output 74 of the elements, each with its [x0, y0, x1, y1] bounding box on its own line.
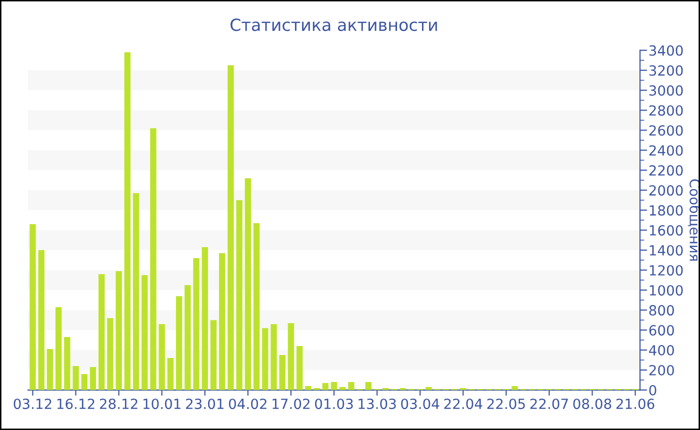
bar	[46, 349, 54, 390]
bar	[228, 65, 234, 390]
y-tick-label: 1400	[650, 245, 683, 256]
bar	[38, 250, 44, 390]
x-tick-label: 08.08	[573, 398, 612, 410]
x-tick-label: 22.07	[530, 398, 568, 410]
bar	[55, 307, 62, 390]
bar	[322, 383, 328, 390]
bar	[348, 382, 354, 390]
y-tick-label: 0	[649, 384, 656, 396]
y-tick-label: 1800	[650, 205, 683, 216]
x-tick-label: 13.03	[358, 398, 396, 410]
y-tick-label: 2600	[649, 125, 683, 136]
bar	[262, 328, 268, 390]
y-tick-label: 1200	[650, 265, 683, 276]
bar	[270, 324, 277, 390]
bar	[340, 387, 346, 390]
bar	[236, 200, 242, 390]
bar	[142, 275, 148, 390]
bar	[98, 274, 105, 390]
y-tick-label: 3000	[649, 85, 683, 96]
x-tick-label: 03.12	[14, 398, 52, 410]
bar	[426, 387, 432, 390]
bar	[210, 320, 217, 390]
y-tick-label: 3400	[649, 45, 683, 56]
x-tick-label: 03.04	[401, 398, 440, 410]
chart-title: Статистика активности	[230, 18, 437, 32]
bar	[253, 223, 260, 390]
bar	[184, 285, 191, 390]
bar	[330, 382, 338, 390]
x-tick-label: 10.01	[143, 398, 180, 410]
bar	[365, 382, 372, 390]
y-tick-label: 800	[649, 305, 674, 316]
bar	[219, 253, 226, 390]
x-tick-label: 21.06	[616, 398, 654, 410]
y-tick-label: 2000	[649, 185, 683, 196]
bar	[305, 386, 312, 390]
bar	[176, 296, 182, 390]
x-tick-label: 17.02	[272, 398, 310, 410]
bar	[296, 346, 303, 390]
y-tick-label: 1600	[650, 225, 683, 236]
y-tick-label: 2400	[649, 145, 683, 156]
x-tick-label: 04.02	[228, 398, 266, 410]
bar	[116, 271, 122, 390]
y-tick-label: 200	[649, 364, 674, 376]
bar	[150, 128, 156, 390]
bar	[64, 337, 70, 390]
bar	[288, 323, 294, 390]
x-tick-label: 16.12	[57, 398, 94, 410]
bar	[244, 178, 252, 390]
x-tick-label: 22.05	[487, 398, 525, 410]
bar	[202, 247, 208, 390]
bar	[90, 367, 96, 390]
bar	[107, 318, 114, 390]
bar	[30, 224, 36, 390]
bar	[279, 355, 286, 390]
y-tick-label: 400	[649, 345, 674, 356]
bar	[124, 52, 131, 390]
y-tick-label: 2800	[649, 105, 683, 116]
y-tick-label: 2200	[649, 165, 683, 176]
bar	[132, 193, 140, 390]
bar	[512, 386, 518, 390]
x-tick-label: 01.03	[315, 398, 353, 410]
bar	[167, 358, 174, 390]
bar	[81, 374, 88, 390]
y-tick-label: 600	[649, 325, 674, 336]
x-tick-label: 23.01	[186, 398, 224, 410]
bar	[72, 366, 79, 390]
bar	[193, 258, 200, 390]
bar	[158, 324, 165, 390]
x-tick-label: 28.12	[100, 398, 138, 410]
x-tick-label: 22.04	[444, 398, 482, 410]
y-tick-label: 1000	[650, 285, 683, 296]
y-tick-label: 3200	[649, 65, 683, 76]
